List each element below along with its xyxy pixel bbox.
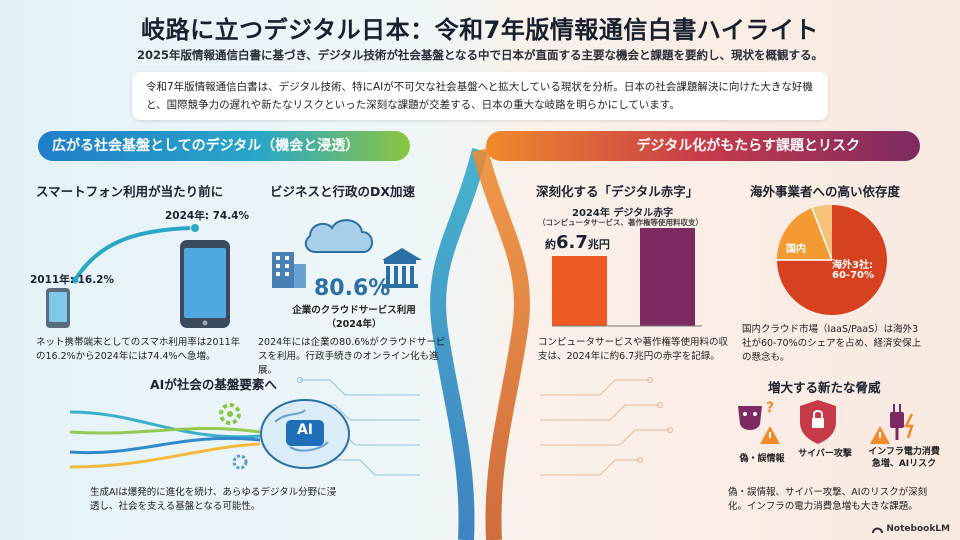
point-2024 bbox=[191, 224, 199, 232]
svg-text:?: ? bbox=[766, 400, 774, 416]
deficit-bar-chart bbox=[552, 228, 702, 327]
deficit-amount-unit: 兆円 bbox=[587, 238, 610, 251]
threat-label-cyberattack: サイバー攻撃 bbox=[798, 449, 852, 459]
deficit-bar-1 bbox=[552, 256, 607, 326]
office-building-icon bbox=[272, 252, 306, 288]
pie-slice-domestic bbox=[776, 208, 832, 260]
ai-body: 生成AIは爆発的に進化を続け、あらゆるデジタル分野に浸透し、社会を支える基盤とな… bbox=[90, 487, 337, 512]
notebooklm-logo-icon bbox=[872, 527, 884, 534]
threat-label-misinformation: 偽・誤情報 bbox=[739, 454, 785, 464]
smartphone-growth-illustration bbox=[46, 224, 230, 328]
cloud-usage-percent: 80.6% bbox=[314, 276, 391, 301]
deficit-bar-2 bbox=[640, 228, 695, 326]
small-phone-icon bbox=[46, 288, 70, 328]
threat-icons: ? bbox=[738, 400, 914, 444]
dependence-body: 国内クラウド市場（IaaS/PaaS）は海外3社が60-70%のシェアを占め、経… bbox=[742, 324, 922, 363]
deficit-body: コンピュータサービスや著作権等使用料の収支は、2024年に約6.7兆円の赤字を記… bbox=[538, 337, 729, 362]
point-2011 bbox=[71, 276, 79, 284]
large-phone-icon bbox=[180, 240, 230, 328]
dx-illustration bbox=[272, 219, 422, 288]
government-building-icon bbox=[382, 248, 422, 288]
deficit-chart-title: 2024年 デジタル赤字 bbox=[572, 208, 674, 219]
data-streams bbox=[69, 410, 261, 469]
pie-label-domestic: 国内 bbox=[786, 244, 806, 255]
pie-label-foreign-1: 海外3社: bbox=[832, 260, 873, 271]
summary-box: 令和7年版情報通信白書は、デジタル技術、特にAIが不可欠な社会基盤へと拡大してい… bbox=[132, 72, 828, 120]
threat-label-infrastructure: インフラ電力消費 急増、AIリスク bbox=[868, 447, 940, 469]
ai-heading: AIが社会の基盤要素へ bbox=[150, 377, 277, 392]
brand-mark: NotebookLM bbox=[872, 524, 950, 534]
threats-heading: 増大する新たな脅威 bbox=[768, 380, 881, 395]
cloud-usage-year: （2024年） bbox=[326, 319, 382, 330]
cloud-share-pie-chart bbox=[776, 204, 887, 315]
gear-icon-small bbox=[232, 454, 248, 470]
brain-icon bbox=[260, 399, 350, 469]
smartphone-body: ネット携帯端末としてのスマホ利用率は2011年の16.2%から2024年には74… bbox=[36, 337, 241, 362]
ai-chip-label: AI bbox=[296, 422, 314, 438]
deficit-amount-number: 6.7 bbox=[556, 232, 588, 253]
page-subtitle: 2025年版情報通信白書に基づき、デジタル技術が社会基盤となる中で日本が直面する… bbox=[136, 48, 824, 62]
deficit-amount-prefix: 約 bbox=[545, 238, 556, 251]
pie-label-foreign-2: 60-70% bbox=[832, 270, 875, 281]
dx-heading: ビジネスと行政のDX加速 bbox=[270, 184, 416, 199]
smartphone-heading: スマートフォン利用が当たり前に bbox=[36, 184, 224, 199]
growth-arrow bbox=[73, 226, 191, 282]
ai-illustration bbox=[69, 399, 350, 470]
power-plug-icon bbox=[870, 404, 914, 444]
threats-body: 偽・誤情報、サイバー攻撃、AIのリスクが深刻化。インフラの電力消費急増も大きな課… bbox=[728, 487, 928, 512]
left-section-banner: 広がる社会基盤としてのデジタル（機会と浸透） bbox=[38, 131, 410, 161]
cloud-usage-caption: 企業のクラウドサービス利用 bbox=[292, 305, 416, 316]
right-section-banner: デジタル化がもたらす課題とリスク bbox=[486, 131, 920, 161]
theater-mask-icon: ? bbox=[738, 400, 780, 444]
label-2011: 2011年: 16.2% bbox=[30, 274, 115, 286]
dx-body: 2024年には企業の80.6%がクラウドサービスを利用。行政手続きのオンライン化… bbox=[258, 337, 446, 376]
deficit-heading: 深刻化する「デジタル赤字」 bbox=[536, 184, 699, 199]
cloud-icon bbox=[304, 219, 373, 253]
deficit-chart-subtitle: （コンピュータサービス、著作権等使用料収支） bbox=[538, 218, 703, 227]
brand-name: NotebookLM bbox=[886, 524, 950, 534]
shield-lock-icon bbox=[800, 400, 836, 444]
label-2024: 2024年: 74.4% bbox=[165, 210, 250, 222]
gear-icon bbox=[219, 403, 241, 425]
page-title: 岐路に立つデジタル日本：令和7年版情報通信白書ハイライト bbox=[141, 16, 819, 44]
deficit-amount: 約6.7兆円 bbox=[545, 232, 610, 253]
dependence-heading: 海外事業者への高い依存度 bbox=[750, 184, 901, 199]
